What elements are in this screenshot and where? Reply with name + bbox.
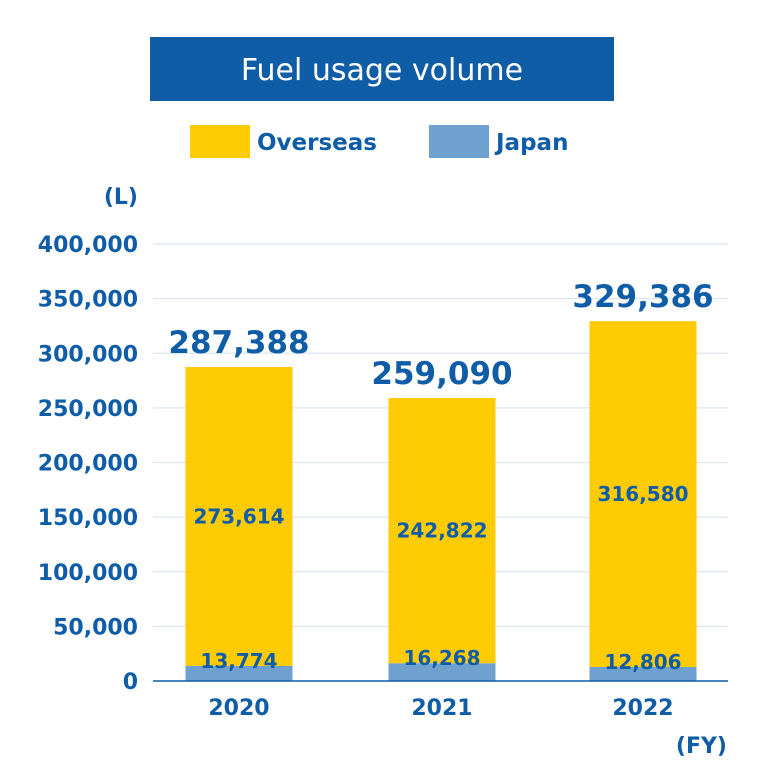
- bar-japan-2022: [589, 667, 697, 681]
- y-tick-label: 0: [123, 670, 138, 695]
- y-tick-label: 50,000: [53, 615, 138, 640]
- data-label-overseas-2020: 273,614: [193, 504, 284, 528]
- bar-overseas-2021: [388, 397, 496, 664]
- y-tick-label: 300,000: [38, 342, 138, 367]
- legend-swatch-japan: [429, 125, 489, 158]
- x-unit-label: (FY): [676, 734, 727, 759]
- legend: Overseas Japan: [190, 125, 568, 158]
- chart-title-banner: Fuel usage volume: [150, 37, 614, 101]
- axes: 0 50,000 100,000 150,000 200,000 250,000 300,0…: [38, 185, 728, 759]
- bars: [185, 321, 697, 681]
- y-tick-label: 400,000: [38, 233, 138, 258]
- y-tick-label: 350,000: [38, 288, 138, 313]
- title-background: [150, 37, 614, 101]
- bar-japan-2021: [388, 663, 496, 681]
- bar-overseas-2022: [589, 321, 697, 668]
- y-tick-label: 250,000: [38, 397, 138, 422]
- y-tick-label: 200,000: [38, 452, 138, 477]
- y-tick-label: 150,000: [38, 506, 138, 531]
- bar-japan-2020: [185, 665, 293, 681]
- data-label-total-2022: 329,386: [572, 279, 713, 315]
- data-label-total-2021: 259,090: [371, 356, 512, 392]
- data-label-total-2020: 287,388: [168, 325, 309, 361]
- y-tick-label: 100,000: [38, 561, 138, 586]
- legend-label-overseas: Overseas: [257, 130, 377, 156]
- data-labels: 273,614 13,774 287,388 242,822 16,268 259,090…: [168, 279, 713, 674]
- data-label-japan-2020: 13,774: [200, 649, 277, 673]
- data-label-japan-2021: 16,268: [403, 646, 480, 670]
- chart-title: Fuel usage volume: [241, 53, 523, 88]
- bar-overseas-2020: [185, 367, 293, 666]
- legend-label-japan: Japan: [494, 130, 568, 156]
- data-label-japan-2022: 12,806: [604, 650, 681, 674]
- y-unit-label: (L): [104, 185, 138, 210]
- x-tick-label: 2021: [411, 696, 472, 721]
- data-label-overseas-2021: 242,822: [396, 519, 487, 543]
- x-tick-label: 2020: [208, 696, 269, 721]
- x-tick-label: 2022: [612, 696, 673, 721]
- data-label-overseas-2022: 316,580: [597, 482, 688, 506]
- legend-swatch-overseas: [190, 125, 250, 158]
